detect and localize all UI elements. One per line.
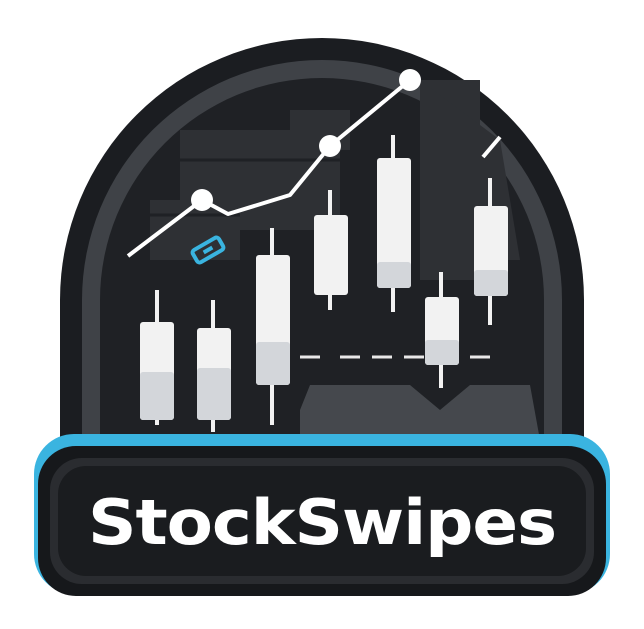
candlestick-chart-icon xyxy=(140,135,508,432)
wordmark-text: StockSwipes xyxy=(88,486,556,559)
chain-link-icon xyxy=(190,235,226,265)
name-banner: StockSwipes xyxy=(34,434,610,596)
trend-line-icon xyxy=(126,69,502,258)
chart-backdrop xyxy=(150,80,520,280)
